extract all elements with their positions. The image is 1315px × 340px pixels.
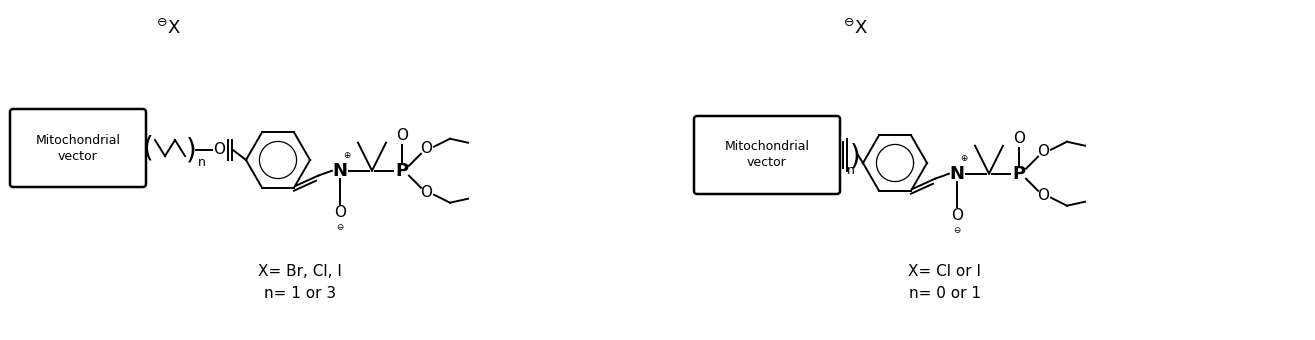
Text: Mitochondrial: Mitochondrial <box>36 134 121 147</box>
Text: O: O <box>334 205 346 220</box>
Text: ): ) <box>185 136 196 164</box>
Text: O: O <box>396 128 408 143</box>
Text: $^{\ominus}$: $^{\ominus}$ <box>335 223 345 236</box>
Text: n: n <box>199 155 206 169</box>
FancyBboxPatch shape <box>694 116 840 194</box>
Text: O: O <box>1038 144 1049 159</box>
Text: X= Cl or I: X= Cl or I <box>909 265 981 279</box>
Text: $^{\oplus}$: $^{\oplus}$ <box>960 154 968 167</box>
Text: ): ) <box>849 142 860 170</box>
Text: O: O <box>951 208 963 223</box>
Text: $^{\ominus}$X: $^{\ominus}$X <box>843 18 868 38</box>
Text: n: n <box>847 165 855 177</box>
Text: O: O <box>1013 131 1024 146</box>
Text: O: O <box>419 141 433 156</box>
Text: n= 1 or 3: n= 1 or 3 <box>264 286 337 301</box>
Text: n= 0 or 1: n= 0 or 1 <box>909 286 981 301</box>
Text: X= Br, Cl, I: X= Br, Cl, I <box>258 265 342 279</box>
FancyBboxPatch shape <box>11 109 146 187</box>
Text: N: N <box>333 162 347 180</box>
Text: O: O <box>1038 188 1049 203</box>
Text: (: ( <box>830 141 840 169</box>
Text: Mitochondrial: Mitochondrial <box>725 140 810 153</box>
Text: P: P <box>1013 165 1026 183</box>
Text: $^{\ominus}$: $^{\ominus}$ <box>952 226 961 239</box>
Text: N: N <box>949 165 964 183</box>
Text: $^{\oplus}$: $^{\oplus}$ <box>343 151 351 164</box>
Text: O: O <box>419 185 433 200</box>
Text: $^{\ominus}$X: $^{\ominus}$X <box>155 18 180 38</box>
Text: vector: vector <box>747 156 786 170</box>
Text: O: O <box>213 142 225 157</box>
Text: P: P <box>396 162 409 180</box>
Text: vector: vector <box>58 150 97 163</box>
Text: (: ( <box>142 134 154 162</box>
